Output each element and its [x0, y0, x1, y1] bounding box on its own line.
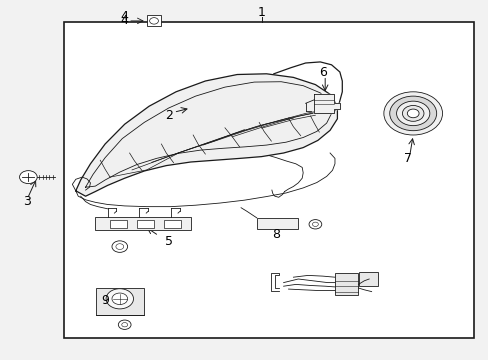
Bar	[163, 220, 181, 228]
Circle shape	[383, 92, 442, 135]
Bar	[256, 218, 298, 229]
Circle shape	[106, 289, 133, 309]
Circle shape	[20, 171, 37, 184]
Bar	[359, 272, 377, 286]
Bar	[95, 217, 190, 230]
Bar	[137, 220, 154, 228]
Bar	[96, 288, 144, 315]
Polygon shape	[76, 74, 337, 196]
Text: 4: 4	[121, 10, 128, 23]
Circle shape	[116, 244, 123, 249]
Text: 6: 6	[318, 66, 326, 78]
Polygon shape	[314, 94, 339, 113]
Circle shape	[112, 241, 127, 252]
Circle shape	[312, 222, 318, 226]
Text: 4: 4	[121, 14, 128, 27]
Circle shape	[122, 323, 127, 327]
Circle shape	[118, 320, 131, 329]
Text: 5: 5	[164, 235, 172, 248]
Bar	[110, 220, 127, 228]
Text: 2: 2	[164, 109, 172, 122]
Circle shape	[112, 293, 127, 305]
Circle shape	[407, 109, 418, 118]
Bar	[334, 273, 358, 295]
Text: 7: 7	[404, 152, 411, 165]
Circle shape	[402, 105, 423, 121]
Circle shape	[308, 220, 321, 229]
Bar	[63, 22, 473, 338]
Text: 9: 9	[101, 294, 109, 307]
Circle shape	[389, 96, 436, 131]
Circle shape	[396, 101, 429, 126]
Bar	[146, 15, 161, 26]
Text: 1: 1	[257, 6, 265, 19]
Text: 3: 3	[23, 195, 31, 208]
Text: 8: 8	[272, 228, 280, 240]
Circle shape	[149, 18, 158, 24]
